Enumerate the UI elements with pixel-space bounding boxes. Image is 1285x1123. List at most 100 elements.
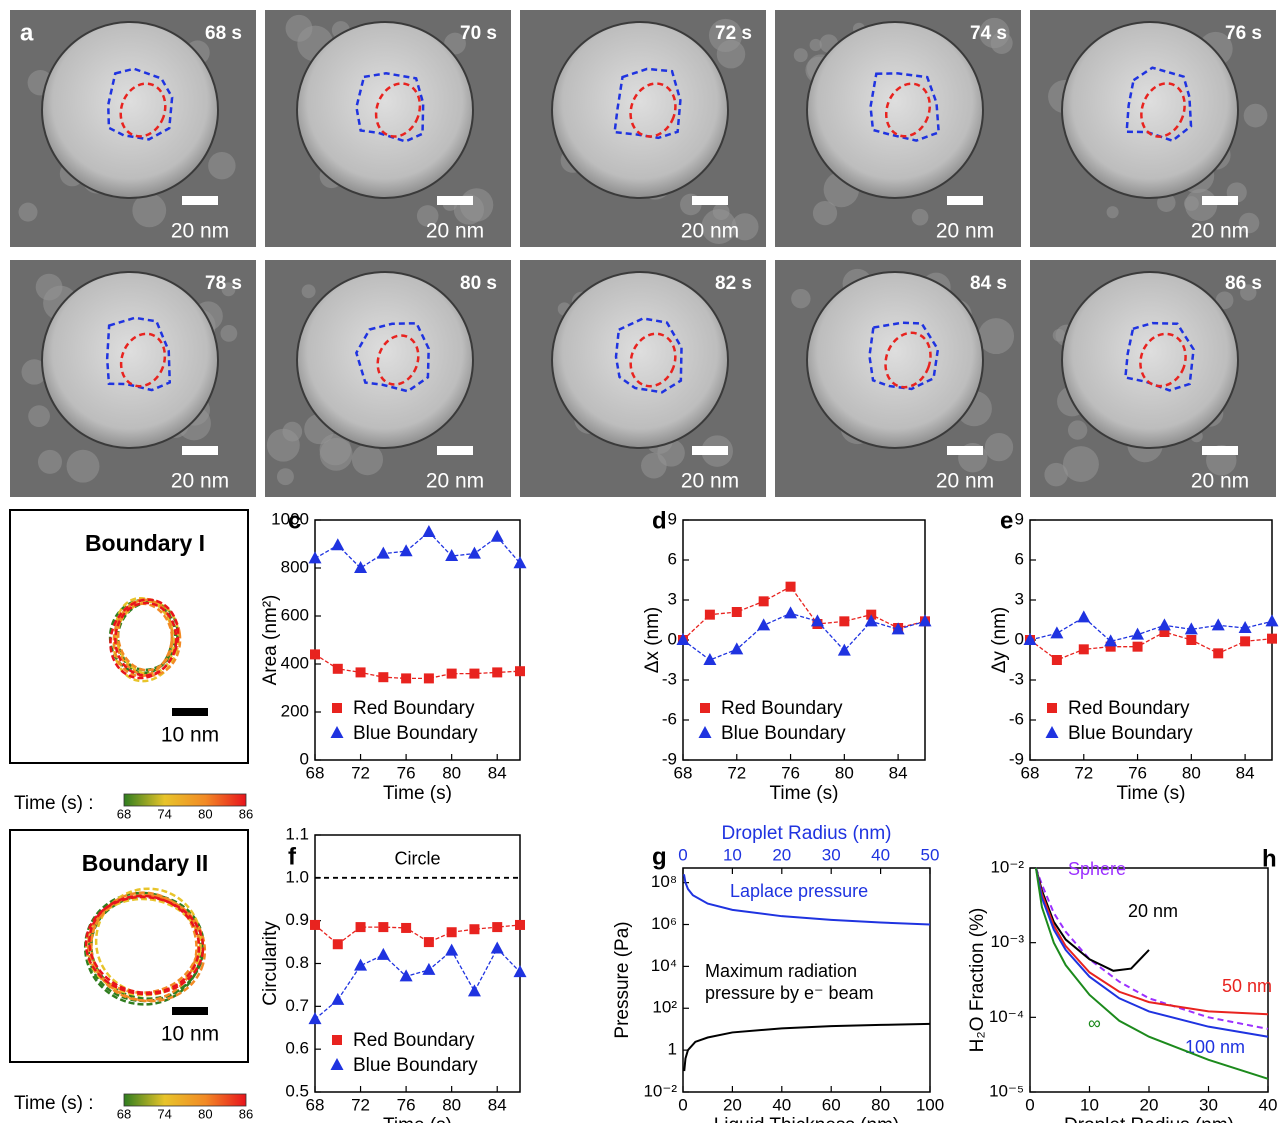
x-tick-label: 68 [306, 763, 325, 782]
colorbar [124, 794, 246, 806]
droplet [1062, 22, 1238, 198]
x-tick-label: 72 [351, 1095, 370, 1114]
y-tick-label: 600 [281, 605, 309, 624]
colorbar-tick-label: 86 [239, 806, 253, 821]
x-tick-label: 84 [488, 1095, 507, 1114]
series-label-text: ∞ [1088, 1012, 1128, 1034]
y-tick-label: -6 [1009, 709, 1024, 728]
scale-bar [692, 196, 728, 205]
series-label-text: 100 nm [1185, 1036, 1275, 1058]
time-label: 68 s [205, 23, 242, 44]
texture [1107, 206, 1119, 218]
x2-axis-title: Droplet Radius (nm) [722, 823, 892, 844]
marker [445, 944, 458, 956]
texture [28, 405, 50, 427]
panel-letter: f [288, 843, 297, 870]
legend-marker [1047, 703, 1057, 713]
legend-label: Red Boundary [1068, 698, 1190, 719]
marker [1077, 610, 1090, 622]
panel-letter: g [652, 843, 667, 870]
series-line [315, 654, 520, 678]
series-label: Laplace pressure [730, 880, 950, 930]
marker [309, 551, 322, 563]
y-tick-label: 10⁴ [651, 956, 677, 975]
marker [786, 582, 796, 592]
marker [514, 556, 527, 568]
legend-label: Blue Boundary [721, 723, 846, 744]
x-tick-label: 72 [1074, 763, 1093, 782]
y-axis-title: Δx (nm) [642, 607, 663, 674]
marker [447, 669, 457, 679]
marker [757, 618, 770, 630]
scale-bar [182, 446, 218, 455]
droplet [807, 22, 983, 198]
legend-marker [1046, 726, 1059, 738]
marker [703, 653, 716, 665]
marker [333, 664, 343, 674]
x-tick-label: 76 [397, 763, 416, 782]
marker [400, 544, 413, 556]
texture [19, 203, 38, 222]
legend-marker [699, 726, 712, 738]
series-label: 100 nm [1185, 1036, 1275, 1086]
marker [1186, 635, 1196, 645]
time-label: 86 s [1225, 273, 1262, 294]
x2-tick-label: 40 [871, 845, 890, 864]
x2-tick-label: 30 [822, 845, 841, 864]
marker [1267, 634, 1277, 644]
scale-label: 20 nm [681, 220, 739, 243]
series-line [1030, 632, 1272, 660]
scale-label: 20 nm [1191, 470, 1249, 493]
panel-letter: a [20, 19, 34, 46]
x-tick-label: 10 [1080, 1095, 1099, 1114]
time-label: 78 s [205, 273, 242, 294]
legend-label: Red Boundary [721, 698, 843, 719]
y-tick-label: 10⁻⁴ [989, 1007, 1024, 1026]
x-tick-label: 80 [835, 763, 854, 782]
scale-label: 20 nm [1191, 220, 1249, 243]
series-line [683, 587, 925, 640]
series-label: Maximum radiation pressure by e⁻ beam [705, 960, 915, 1010]
x-tick-label: 40 [772, 1095, 791, 1114]
marker [1212, 618, 1225, 630]
time-label: 82 s [715, 273, 752, 294]
x-axis-title: Time (s) [383, 783, 452, 804]
droplet [1062, 272, 1238, 448]
legend-label: Blue Boundary [353, 723, 478, 744]
series-line [315, 949, 520, 1020]
marker [468, 984, 481, 996]
texture [813, 201, 837, 225]
texture [791, 289, 810, 308]
y-tick-label: -3 [662, 669, 677, 688]
x-tick-label: 84 [488, 763, 507, 782]
marker [401, 923, 411, 933]
marker [356, 667, 366, 677]
scale-bar [947, 446, 983, 455]
marker [468, 547, 481, 559]
droplet [42, 272, 218, 448]
marker [422, 963, 435, 975]
texture [277, 468, 294, 485]
y-axis-title: H₂O Fraction (%) [967, 908, 988, 1053]
panel-letter: h [1262, 845, 1277, 872]
x-tick-label: 76 [397, 1095, 416, 1114]
scale-label: 20 nm [936, 470, 994, 493]
scale-label: 10 nm [161, 1023, 219, 1046]
texture [286, 15, 313, 42]
y-tick-label: 6 [1015, 549, 1024, 568]
marker [377, 948, 390, 960]
marker [354, 959, 367, 971]
x-tick-label: 100 [916, 1095, 944, 1114]
marker [331, 538, 344, 550]
x-tick-label: 20 [723, 1095, 742, 1114]
series-label: ∞ [1088, 1012, 1128, 1062]
y-tick-label: 1 [668, 1040, 677, 1059]
time-label: 76 s [1225, 23, 1262, 44]
marker [492, 667, 502, 677]
marker [1158, 618, 1171, 630]
texture [985, 433, 1013, 461]
marker [515, 666, 525, 676]
y-tick-label: 0.7 [285, 996, 309, 1015]
panel-letter: c [288, 507, 301, 534]
droplet [297, 22, 473, 198]
